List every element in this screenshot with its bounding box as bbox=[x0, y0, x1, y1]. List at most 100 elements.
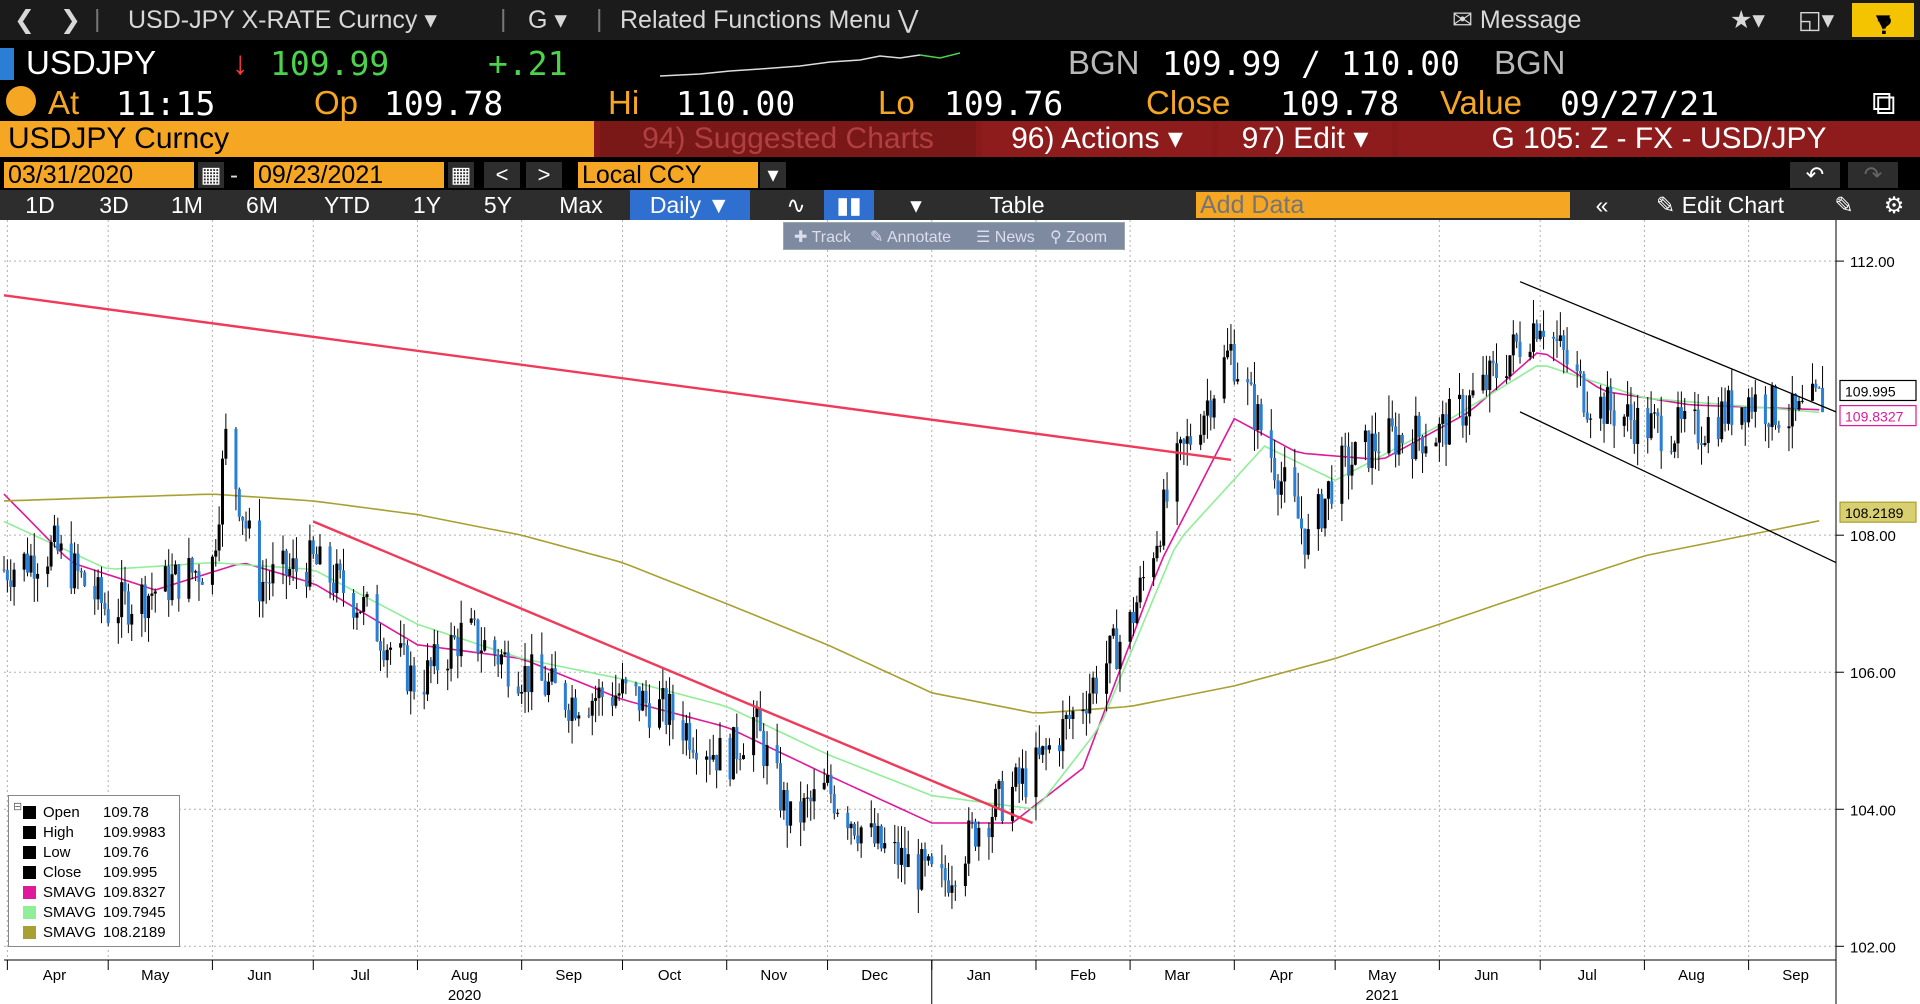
candle-body bbox=[1622, 416, 1626, 426]
price-tag-box bbox=[1839, 501, 1917, 523]
favorite-star-icon[interactable]: ★▾ bbox=[1730, 6, 1765, 34]
forward-arrow-icon[interactable]: ❯ bbox=[60, 6, 81, 34]
candle-body bbox=[869, 823, 873, 828]
chevron-down-icon[interactable]: ▾ bbox=[760, 162, 786, 188]
candle-body bbox=[789, 801, 793, 826]
security-selector[interactable]: USD-JPY X-RATE Curncy ▾ bbox=[128, 5, 437, 35]
open-value: 109.78 bbox=[384, 84, 504, 123]
candle-body bbox=[896, 842, 900, 865]
candle-body bbox=[200, 581, 204, 585]
table-button[interactable]: Table bbox=[989, 192, 1045, 218]
period-3d[interactable]: 3D bbox=[99, 192, 129, 218]
candle-body bbox=[1703, 443, 1707, 446]
news-label: News bbox=[994, 229, 1035, 246]
quote-line: USDJPY ↓ 109.99 +.21 BGN 109.99 / 110.00… bbox=[0, 42, 1920, 83]
collapse-icon[interactable]: « bbox=[1595, 192, 1609, 218]
calendar-icon[interactable]: ▦ bbox=[198, 162, 224, 188]
related-functions-menu[interactable]: Related Functions Menu ⋁ bbox=[620, 5, 918, 35]
candle-body bbox=[173, 564, 177, 575]
period-1y[interactable]: 1Y bbox=[412, 192, 442, 218]
annotate-icon[interactable]: ✎ bbox=[1834, 192, 1854, 218]
candlestick-icon[interactable]: ▮▮ bbox=[824, 190, 874, 220]
help-button[interactable]: ? ▾ bbox=[1852, 3, 1914, 40]
legend-collapse-icon[interactable]: ⊟ bbox=[13, 801, 23, 813]
period-1d[interactable]: 1D bbox=[25, 192, 55, 218]
period-5y[interactable]: 5Y bbox=[483, 192, 513, 218]
currency-select[interactable]: Local CCY bbox=[578, 162, 758, 188]
edit-chart-label: Edit Chart bbox=[1681, 192, 1784, 218]
edit-chart-button[interactable]: ✎ Edit Chart bbox=[1630, 190, 1810, 220]
back-arrow-icon[interactable]: ❮ bbox=[14, 6, 35, 34]
chevron-down-icon[interactable]: ▾ bbox=[910, 192, 922, 218]
candle-body bbox=[621, 679, 625, 694]
track-tool[interactable]: ✚ Track bbox=[794, 229, 851, 246]
calendar-icon[interactable]: ▦ bbox=[448, 162, 474, 188]
suggested-charts-button[interactable]: 94) Suggested Charts bbox=[600, 121, 976, 157]
add-data-input[interactable] bbox=[1196, 192, 1570, 218]
candle-body bbox=[1209, 400, 1213, 418]
candle-body bbox=[1716, 417, 1720, 440]
actions-button[interactable]: 96) Actions ▾ bbox=[982, 121, 1212, 157]
price-tag-label: 108.2189 bbox=[1845, 505, 1904, 521]
candle-body bbox=[1770, 385, 1774, 427]
candle-body bbox=[1565, 349, 1569, 365]
candle-body bbox=[1468, 395, 1472, 417]
candle-body bbox=[1488, 360, 1492, 391]
candle-body bbox=[402, 643, 406, 646]
message-button[interactable]: ✉ Message bbox=[1452, 5, 1581, 35]
candle-body bbox=[1629, 404, 1633, 421]
candle-body bbox=[1081, 709, 1085, 712]
candle-body bbox=[26, 553, 30, 573]
start-date-input[interactable]: 03/31/2020 bbox=[4, 162, 194, 188]
candle-body bbox=[1599, 396, 1603, 419]
annotate-tool[interactable]: ✎ Annotate bbox=[870, 229, 952, 246]
candle-body bbox=[1279, 481, 1283, 495]
candle-body bbox=[597, 687, 601, 699]
candle-body bbox=[1659, 415, 1663, 452]
command-selector[interactable]: G ▾ bbox=[528, 5, 567, 35]
candle-body bbox=[1199, 434, 1203, 445]
edit-button[interactable]: 97) Edit ▾ bbox=[1218, 121, 1392, 157]
candle-body bbox=[570, 697, 574, 721]
gear-icon[interactable]: ⚙ bbox=[1883, 192, 1905, 218]
zoom-tool[interactable]: ⚲ Zoom bbox=[1050, 229, 1108, 246]
candle-body bbox=[106, 609, 110, 624]
candle-body bbox=[493, 640, 497, 655]
period-max[interactable]: Max bbox=[559, 192, 603, 218]
next-period-button[interactable]: > bbox=[526, 162, 562, 188]
undo-icon[interactable]: ↶ bbox=[1790, 162, 1840, 188]
candle-body bbox=[1437, 423, 1441, 443]
ask-source: BGN bbox=[1494, 44, 1566, 81]
news-tool[interactable]: ☰ News bbox=[976, 229, 1035, 246]
period-6m[interactable]: 6M bbox=[246, 192, 278, 218]
chevron-down-icon: ▾ bbox=[554, 6, 567, 34]
export-icon[interactable]: ⧉ bbox=[1872, 84, 1896, 121]
candle-body bbox=[1000, 780, 1004, 822]
candle-body bbox=[22, 553, 26, 570]
price-chart[interactable]: 102.00 104.00 106.00 108.00 112.00 Apr May Jun J… bbox=[0, 220, 1920, 1004]
line-chart-icon[interactable]: ∿ bbox=[786, 192, 806, 218]
end-date-input[interactable]: 09/23/2021 bbox=[254, 162, 444, 188]
candle-body bbox=[758, 707, 762, 731]
period-ytd[interactable]: YTD bbox=[324, 192, 370, 218]
candle-body bbox=[2, 569, 6, 571]
candle-body bbox=[261, 581, 265, 602]
frequency-select[interactable]: Daily ▼ bbox=[630, 190, 750, 220]
candle-body bbox=[1094, 677, 1098, 694]
candle-body bbox=[187, 558, 191, 599]
candle-body bbox=[836, 812, 840, 814]
prev-period-button[interactable]: < bbox=[484, 162, 520, 188]
candle-body bbox=[1142, 577, 1146, 579]
period-1m[interactable]: 1M bbox=[171, 192, 203, 218]
candle-body bbox=[197, 571, 201, 582]
window-options-icon[interactable]: ◱▾ bbox=[1798, 6, 1835, 34]
legend-swatch bbox=[23, 886, 36, 899]
candle-body bbox=[550, 668, 554, 682]
trendline-resistance-downtrend bbox=[312, 520, 1034, 825]
security-name: USDJPY Curncy bbox=[0, 121, 594, 157]
candle-body bbox=[1471, 390, 1475, 396]
candle-body bbox=[1646, 407, 1650, 439]
candle-body bbox=[1794, 393, 1798, 410]
redo-icon[interactable]: ↷ bbox=[1848, 162, 1898, 188]
candle-body bbox=[802, 798, 806, 823]
